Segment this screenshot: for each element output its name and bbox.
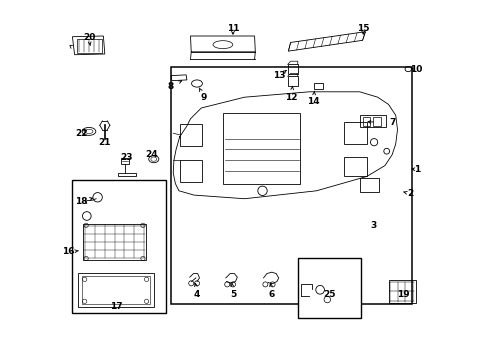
Text: 13: 13 — [273, 71, 285, 80]
Bar — [343, 122, 366, 144]
Bar — [343, 157, 366, 176]
Text: 22: 22 — [75, 129, 88, 138]
Text: 3: 3 — [369, 220, 376, 230]
Text: 18: 18 — [75, 197, 88, 206]
Bar — [362, 117, 370, 126]
Bar — [180, 124, 202, 146]
Bar — [297, 258, 360, 318]
Text: 10: 10 — [409, 65, 422, 74]
Text: 25: 25 — [323, 290, 335, 299]
Text: 11: 11 — [226, 24, 239, 33]
Bar — [180, 160, 202, 182]
Bar — [372, 117, 380, 126]
Bar — [77, 39, 102, 53]
Text: 16: 16 — [61, 248, 74, 256]
Text: 6: 6 — [268, 290, 274, 299]
Bar — [359, 178, 379, 192]
Bar — [223, 113, 300, 184]
Bar — [387, 280, 415, 303]
Bar — [118, 173, 136, 176]
Bar — [121, 158, 128, 164]
Bar — [81, 276, 150, 304]
Text: 7: 7 — [388, 118, 394, 127]
Bar — [72, 180, 166, 313]
Text: 19: 19 — [396, 290, 409, 299]
Bar — [83, 224, 146, 260]
Text: 15: 15 — [356, 24, 369, 33]
Bar — [287, 64, 297, 74]
Text: 24: 24 — [145, 150, 158, 158]
Text: 12: 12 — [285, 94, 297, 102]
Bar — [170, 67, 411, 304]
Text: 8: 8 — [167, 82, 173, 91]
Bar — [287, 76, 297, 86]
Text: 5: 5 — [229, 290, 236, 299]
Text: 1: 1 — [413, 165, 420, 174]
Text: 17: 17 — [110, 302, 123, 311]
Text: 14: 14 — [306, 97, 319, 106]
Text: 2: 2 — [406, 189, 412, 198]
Text: 9: 9 — [201, 93, 207, 102]
Bar — [78, 273, 153, 307]
Text: 21: 21 — [99, 138, 111, 147]
Text: 4: 4 — [193, 290, 200, 299]
Bar — [313, 83, 322, 89]
Text: 20: 20 — [82, 33, 95, 42]
Text: 23: 23 — [120, 153, 132, 162]
Bar — [360, 115, 385, 127]
